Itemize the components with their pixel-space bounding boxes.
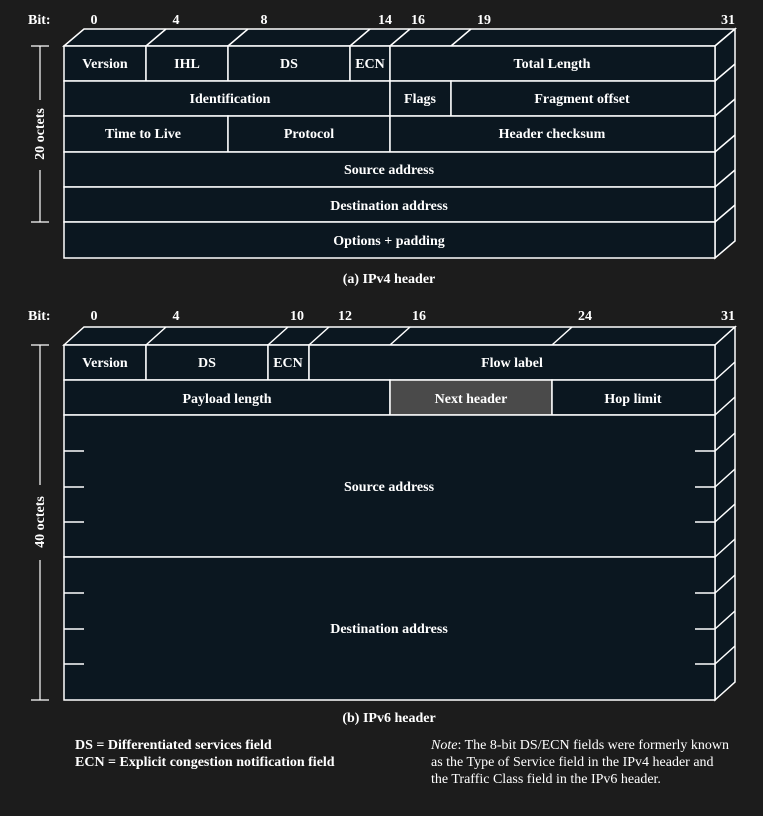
ipv4-field-destination-address-label: Destination address bbox=[330, 199, 448, 214]
ipv6-field-ecn-label: ECN bbox=[273, 356, 303, 371]
ipv6-field-version bbox=[63, 344, 147, 381]
abbreviation-legend: DS = Differentiated services field ECN =… bbox=[75, 737, 395, 771]
ipv4-bit-label: Bit: bbox=[28, 13, 51, 28]
ipv4-field-ds-label: DS bbox=[280, 57, 298, 72]
ipv4-field-header-checksum-label: Header checksum bbox=[499, 127, 606, 142]
ipv6-caption: (b) IPv6 header bbox=[342, 711, 435, 726]
ipv6-size-label-bg bbox=[28, 485, 52, 560]
ipv6-field-destination-address-label: Destination address bbox=[330, 622, 448, 637]
ipv6-bit-0: 0 bbox=[91, 309, 98, 324]
ipv6-field-ds bbox=[145, 344, 269, 381]
ipv6-destination-word-ticks bbox=[64, 592, 715, 665]
ipv4-field-identification bbox=[63, 80, 391, 117]
ipv4-field-fragment-offset bbox=[450, 80, 716, 117]
ipv4-field-ecn-label: ECN bbox=[355, 57, 385, 72]
ipv6-bit-16: 16 bbox=[412, 309, 426, 324]
ipv6-bit-31: 31 bbox=[721, 309, 735, 324]
ipv4-field-header-checksum bbox=[389, 115, 716, 153]
ipv4-field-ttl-label: Time to Live bbox=[105, 127, 181, 142]
ipv6-header-diagram: Bit: 0 4 10 12 16 24 31 bbox=[28, 309, 737, 726]
ipv4-bit-19: 19 bbox=[477, 13, 491, 28]
ipv4-top-ticks bbox=[145, 28, 472, 47]
ipv4-bit-8: 8 bbox=[261, 13, 268, 28]
ipv6-bit-24: 24 bbox=[578, 309, 592, 324]
ipv6-field-payload-length bbox=[63, 379, 391, 416]
ipv4-field-destination-address bbox=[63, 186, 716, 223]
ipv6-field-hop-limit-label: Hop limit bbox=[604, 392, 662, 407]
ipv4-field-total-length bbox=[389, 45, 716, 82]
ipv4-field-source-address bbox=[63, 151, 716, 188]
ipv6-field-source-address-label: Source address bbox=[344, 480, 435, 495]
ipv4-bit-14: 14 bbox=[378, 13, 392, 28]
note-text: : The 8-bit DS/ECN fields were formerly … bbox=[431, 738, 729, 787]
ipv4-caption: (a) IPv4 header bbox=[343, 272, 436, 287]
ipv6-field-payload-length-label: Payload length bbox=[182, 392, 271, 407]
ipv4-field-options-padding bbox=[63, 221, 716, 259]
ipv4-field-protocol-label: Protocol bbox=[284, 127, 334, 142]
ipv4-field-options-padding-label: Options + padding bbox=[333, 234, 444, 249]
ipv4-field-version bbox=[63, 45, 147, 82]
ipv4-side-ticks bbox=[714, 63, 736, 223]
ipv6-bit-10: 10 bbox=[290, 309, 304, 324]
ipv4-field-total-length-label: Total Length bbox=[514, 57, 591, 72]
ipv6-side-ticks bbox=[714, 361, 736, 665]
ipv4-bit-31: 31 bbox=[721, 13, 735, 28]
note-label: Note bbox=[431, 738, 458, 753]
ipv4-field-fragment-offset-label: Fragment offset bbox=[534, 92, 630, 107]
legend-ds: DS = Differentiated services field bbox=[75, 738, 272, 753]
ipv4-size-label-bg bbox=[28, 100, 52, 170]
ipv6-field-flow-label bbox=[308, 344, 716, 381]
ipv4-field-ihl-label: IHL bbox=[174, 57, 200, 72]
ipv6-field-flow-label-label: Flow label bbox=[481, 356, 543, 371]
ipv6-field-source-address bbox=[63, 414, 716, 558]
ipv4-header-diagram: Bit: 0 4 8 14 16 19 31 Version IHL bbox=[28, 13, 738, 287]
ipv6-bit-12: 12 bbox=[338, 309, 352, 324]
ipv4-field-source-address-label: Source address bbox=[344, 163, 435, 178]
ipv4-field-version-label: Version bbox=[82, 57, 128, 72]
ipv6-bit-label: Bit: bbox=[28, 309, 51, 324]
ipv4-bit-4: 4 bbox=[173, 13, 180, 28]
ipv6-size-label: 40 octets bbox=[33, 496, 48, 548]
ipv6-bit-4: 4 bbox=[173, 309, 180, 324]
ipv4-bit-0: 0 bbox=[91, 13, 98, 28]
ipv6-field-destination-address bbox=[63, 556, 716, 701]
ipv6-field-next-header bbox=[389, 379, 553, 416]
ipv6-top-ticks bbox=[145, 326, 573, 346]
ipv6-field-version-label: Version bbox=[82, 356, 128, 371]
ipv6-field-ds-label: DS bbox=[198, 356, 216, 371]
ipv4-field-protocol bbox=[227, 115, 391, 153]
ipv6-field-next-header-label: Next header bbox=[435, 392, 508, 407]
legend-ecn: ECN = Explicit congestion notification f… bbox=[75, 755, 335, 770]
ipv4-field-ds bbox=[227, 45, 351, 82]
ipv4-size-label: 20 octets bbox=[33, 108, 48, 160]
ipv4-field-flags-label: Flags bbox=[404, 92, 436, 107]
ipv4-field-ecn bbox=[349, 45, 391, 82]
ipv6-source-word-ticks bbox=[64, 450, 715, 523]
ipv4-bit-16: 16 bbox=[411, 13, 425, 28]
footnote: Note: The 8-bit DS/ECN fields were forme… bbox=[431, 737, 731, 788]
ipv4-field-identification-label: Identification bbox=[190, 92, 271, 107]
